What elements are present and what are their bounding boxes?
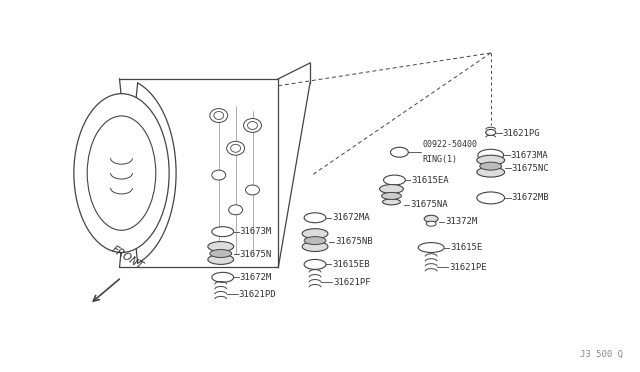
Ellipse shape xyxy=(210,109,228,122)
Ellipse shape xyxy=(480,162,502,170)
Ellipse shape xyxy=(208,241,234,251)
Ellipse shape xyxy=(212,227,234,237)
Ellipse shape xyxy=(212,170,226,180)
Ellipse shape xyxy=(248,122,257,129)
Text: 31675NA: 31675NA xyxy=(410,201,448,209)
Text: 31372M: 31372M xyxy=(445,217,477,226)
Ellipse shape xyxy=(304,213,326,223)
Ellipse shape xyxy=(383,175,405,185)
Ellipse shape xyxy=(390,147,408,157)
Ellipse shape xyxy=(208,254,234,264)
Ellipse shape xyxy=(478,149,504,161)
Ellipse shape xyxy=(246,185,259,195)
Ellipse shape xyxy=(477,167,504,177)
Text: 31675NC: 31675NC xyxy=(511,164,549,173)
Ellipse shape xyxy=(302,241,328,251)
Ellipse shape xyxy=(227,141,244,155)
Text: 31672MB: 31672MB xyxy=(511,193,549,202)
Text: RING(1): RING(1) xyxy=(422,155,457,164)
Text: 31615EA: 31615EA xyxy=(412,176,449,185)
Ellipse shape xyxy=(74,94,169,253)
Ellipse shape xyxy=(304,259,326,269)
Text: 31675NB: 31675NB xyxy=(335,237,372,246)
Ellipse shape xyxy=(230,144,241,152)
Ellipse shape xyxy=(383,199,401,205)
Ellipse shape xyxy=(210,250,232,257)
Ellipse shape xyxy=(477,155,504,165)
Text: 31672M: 31672M xyxy=(239,273,272,282)
Text: 31615E: 31615E xyxy=(450,243,483,252)
Ellipse shape xyxy=(486,129,495,135)
Text: 31621PD: 31621PD xyxy=(239,290,276,299)
Ellipse shape xyxy=(477,192,504,204)
Ellipse shape xyxy=(228,205,243,215)
Text: FRONT: FRONT xyxy=(109,244,145,271)
Text: J3 500 Q: J3 500 Q xyxy=(580,350,623,359)
Text: 31672MA: 31672MA xyxy=(332,213,369,222)
Ellipse shape xyxy=(380,185,403,193)
Ellipse shape xyxy=(426,221,436,226)
Text: 31615EB: 31615EB xyxy=(332,260,369,269)
Text: 31621PG: 31621PG xyxy=(502,129,540,138)
Ellipse shape xyxy=(381,192,401,199)
Text: 31675N: 31675N xyxy=(239,250,272,259)
Text: 31621PE: 31621PE xyxy=(449,263,486,272)
Text: 31673M: 31673M xyxy=(239,227,272,236)
Ellipse shape xyxy=(244,119,262,132)
Text: 31621PF: 31621PF xyxy=(333,278,371,287)
Ellipse shape xyxy=(87,116,156,230)
Text: 31673MA: 31673MA xyxy=(511,151,548,160)
Ellipse shape xyxy=(212,272,234,282)
Ellipse shape xyxy=(419,243,444,253)
Text: 00922-50400: 00922-50400 xyxy=(422,140,477,149)
Ellipse shape xyxy=(302,229,328,238)
Ellipse shape xyxy=(214,112,224,119)
Ellipse shape xyxy=(424,215,438,222)
Ellipse shape xyxy=(304,237,326,244)
